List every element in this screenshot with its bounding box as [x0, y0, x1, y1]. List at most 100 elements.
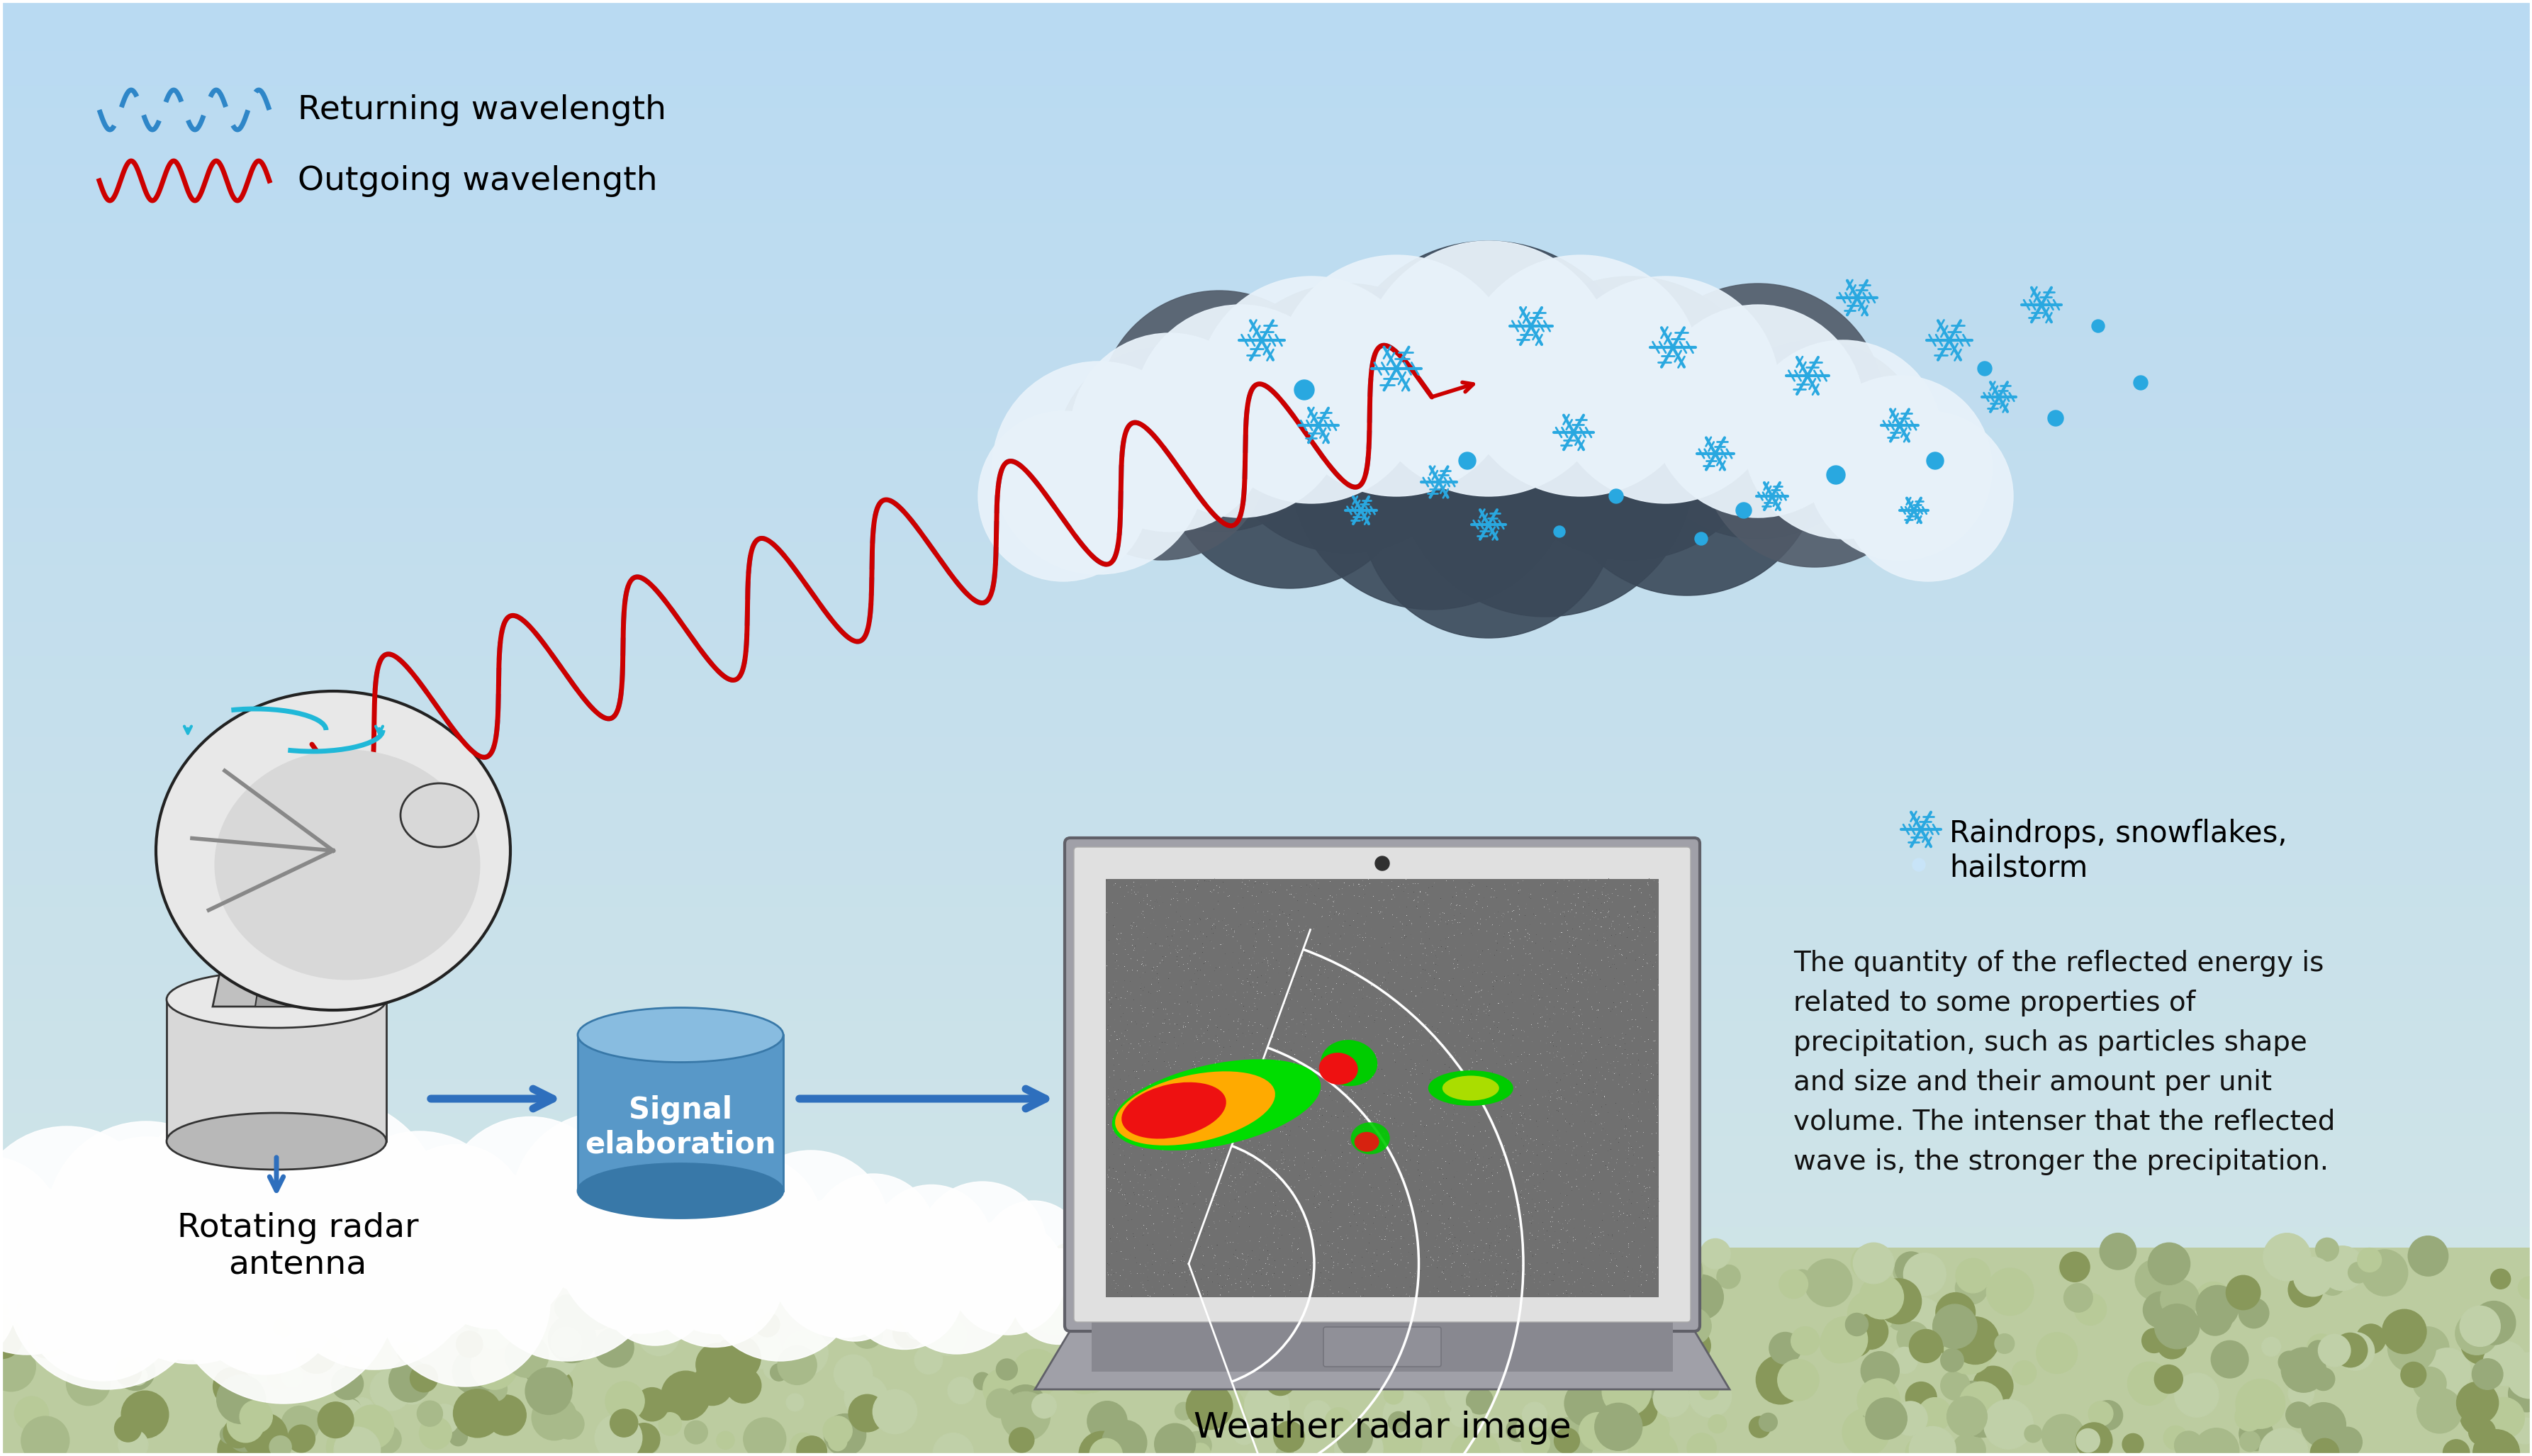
Circle shape [1458, 453, 1476, 469]
Text: Signal
elaboration: Signal elaboration [585, 1095, 775, 1159]
Circle shape [1985, 1268, 2033, 1315]
Circle shape [823, 1414, 866, 1456]
Circle shape [595, 1414, 643, 1456]
Circle shape [2459, 1306, 2499, 1347]
Circle shape [2286, 1402, 2312, 1428]
Circle shape [699, 1296, 744, 1340]
Circle shape [1375, 856, 1390, 871]
Circle shape [387, 1144, 527, 1283]
Circle shape [1846, 1313, 1869, 1335]
Circle shape [912, 1302, 934, 1324]
Circle shape [2332, 1427, 2362, 1456]
Text: Outgoing wavelength: Outgoing wavelength [299, 165, 658, 197]
Circle shape [782, 1329, 828, 1376]
Circle shape [772, 1197, 912, 1338]
Circle shape [349, 1398, 375, 1421]
Circle shape [1699, 1380, 1719, 1399]
Circle shape [281, 1366, 301, 1388]
Circle shape [572, 1281, 620, 1329]
Circle shape [2383, 1309, 2426, 1354]
Circle shape [1165, 1312, 1188, 1337]
Circle shape [1236, 1294, 1266, 1326]
Circle shape [1912, 859, 1924, 871]
Circle shape [2279, 1351, 2299, 1373]
Circle shape [129, 1104, 347, 1319]
Circle shape [38, 1305, 61, 1328]
Circle shape [1909, 1427, 1955, 1456]
Circle shape [1952, 1340, 1985, 1372]
Circle shape [785, 1294, 805, 1315]
Circle shape [116, 1351, 154, 1390]
Circle shape [2481, 1398, 2524, 1439]
Circle shape [35, 1307, 81, 1354]
Circle shape [1940, 1348, 1962, 1372]
Circle shape [2010, 1361, 2036, 1385]
Circle shape [762, 1357, 785, 1380]
Circle shape [334, 1427, 380, 1456]
Circle shape [2408, 1236, 2448, 1275]
Circle shape [1079, 1364, 1106, 1392]
Circle shape [1638, 1372, 1669, 1404]
Circle shape [1360, 242, 1615, 496]
Circle shape [658, 1412, 681, 1436]
Circle shape [511, 1112, 696, 1296]
Circle shape [2489, 1270, 2509, 1289]
Circle shape [1653, 1380, 1689, 1417]
Circle shape [1005, 1385, 1046, 1427]
Circle shape [84, 1316, 104, 1335]
Ellipse shape [1112, 1060, 1319, 1150]
Circle shape [2471, 1430, 2519, 1456]
Circle shape [636, 1388, 668, 1421]
Circle shape [367, 1437, 390, 1456]
Circle shape [299, 1258, 339, 1297]
Circle shape [663, 1297, 699, 1332]
Circle shape [1894, 1401, 1927, 1436]
Circle shape [1172, 1316, 1195, 1342]
Circle shape [1086, 1322, 1134, 1372]
Circle shape [1382, 1239, 1426, 1283]
Circle shape [1995, 1334, 2013, 1354]
Circle shape [555, 1243, 582, 1271]
Circle shape [76, 1268, 101, 1293]
Circle shape [1955, 1258, 1990, 1293]
Circle shape [1955, 1382, 1988, 1412]
Circle shape [1276, 1446, 1294, 1456]
Circle shape [2355, 1324, 2385, 1354]
Circle shape [1382, 1303, 1428, 1347]
Circle shape [1552, 526, 1565, 537]
Circle shape [2134, 1259, 2175, 1300]
Circle shape [1932, 1305, 1977, 1348]
Circle shape [620, 1252, 668, 1300]
Ellipse shape [1319, 1040, 1377, 1086]
Circle shape [1289, 326, 1572, 610]
Circle shape [511, 1325, 534, 1347]
Circle shape [2142, 1291, 2180, 1328]
Circle shape [1760, 1414, 1777, 1431]
Circle shape [1896, 1322, 1929, 1354]
Circle shape [2317, 1334, 2350, 1367]
Circle shape [2259, 1428, 2307, 1456]
Circle shape [1934, 1293, 1975, 1332]
Circle shape [1461, 255, 1702, 496]
Circle shape [714, 1283, 749, 1319]
Circle shape [230, 1389, 251, 1409]
Circle shape [1395, 319, 1694, 617]
Circle shape [1522, 1430, 1550, 1456]
Circle shape [1717, 1265, 1739, 1289]
Circle shape [522, 1344, 565, 1386]
Circle shape [281, 1281, 314, 1313]
Circle shape [114, 1415, 142, 1441]
Circle shape [1651, 304, 1864, 517]
Circle shape [339, 1399, 360, 1420]
Circle shape [739, 1271, 762, 1294]
Circle shape [1089, 1230, 1134, 1274]
Circle shape [1370, 1242, 1415, 1286]
Circle shape [1190, 1443, 1210, 1456]
Circle shape [1841, 1409, 1889, 1456]
Circle shape [0, 1248, 28, 1293]
Polygon shape [213, 872, 339, 1006]
Circle shape [1382, 1385, 1403, 1404]
Circle shape [1101, 1236, 1152, 1286]
Circle shape [327, 1425, 370, 1456]
Circle shape [453, 1348, 499, 1395]
